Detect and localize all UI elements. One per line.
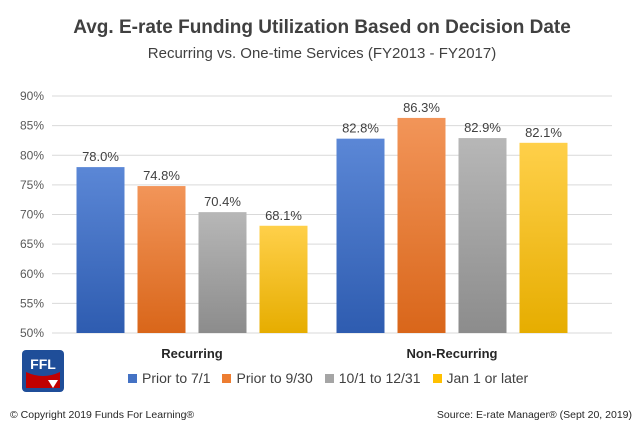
data-label: 86.3% [403,100,440,115]
legend-item-prior-7-1: Prior to 7/1 [128,370,210,386]
y-tick-label: 50% [20,326,44,340]
y-tick-label: 65% [20,237,44,251]
y-tick-label: 85% [20,119,44,133]
bar [137,186,186,333]
legend-item-jan-later: Jan 1 or later [432,370,529,386]
data-label: 82.8% [342,121,379,136]
bar [76,167,125,333]
legend-swatch [432,373,442,383]
bar [259,225,308,333]
bar [397,117,446,333]
legend-label: Jan 1 or later [446,370,529,386]
legend-swatch [128,373,137,383]
data-label: 82.9% [464,120,501,135]
source-text: Source: E-rate Manager® (Sept 20, 2019) [436,409,632,421]
bar [519,142,568,333]
legend-swatch [222,373,232,383]
legend-label: 10/1 to 12/31 [338,370,421,386]
category-label: Non-Recurring [407,346,498,361]
bar [336,138,385,333]
legend-swatch [324,373,334,383]
y-tick-label: 70% [20,208,44,222]
bar [458,138,507,333]
y-tick-label: 90% [20,89,44,103]
logo-text: FFL [30,356,56,372]
bar [198,212,247,333]
legend-label: Prior to 9/30 [236,370,313,386]
chart-subtitle: Recurring vs. One-time Services (FY2013 … [147,45,497,62]
y-tick-label: 75% [20,178,44,192]
y-tick-label: 60% [20,267,44,281]
ffl-logo: FFL [22,350,64,392]
data-label: 68.1% [265,208,302,223]
chart-legend: Prior to 7/1 Prior to 9/30 10/1 to 12/31… [128,370,540,386]
y-tick-label: 55% [20,296,44,310]
copyright-text: © Copyright 2019 Funds For Learning® [10,409,195,421]
data-label: 78.0% [82,149,119,164]
y-tick-label: 80% [20,148,44,162]
legend-item-oct-dec: 10/1 to 12/31 [324,370,421,386]
data-label: 74.8% [143,168,180,183]
data-label: 82.1% [525,125,562,140]
legend-item-prior-9-30: Prior to 9/30 [222,370,313,386]
chart-title: Avg. E-rate Funding Utilization Based on… [73,17,571,38]
category-label: Recurring [161,346,222,361]
data-label: 70.4% [204,194,241,209]
legend-label: Prior to 7/1 [142,370,211,386]
